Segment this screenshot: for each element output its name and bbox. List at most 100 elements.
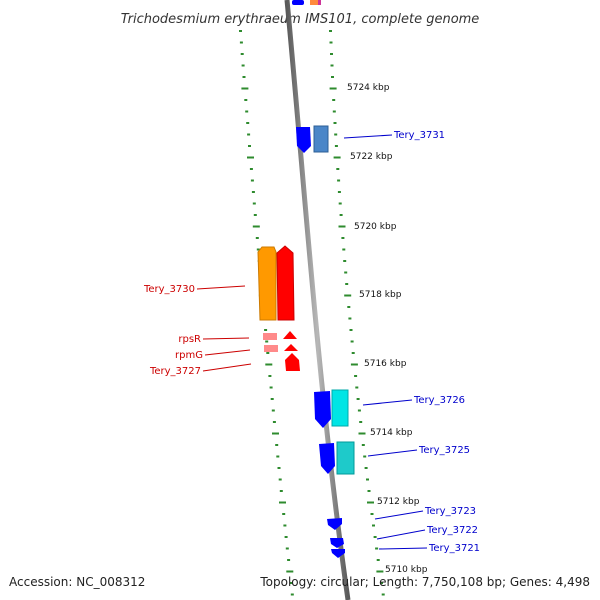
tick-mark — [255, 237, 259, 239]
gene-label-tery-3730[interactable]: Tery_3730 — [143, 284, 195, 295]
tick-mark — [337, 179, 341, 182]
tick-mark — [376, 570, 384, 573]
tick-mark — [253, 214, 257, 216]
scale-labels: 5724 kbp 5722 kbp 5720 kbp 5718 kbp 5716… — [347, 83, 428, 575]
tick-mark — [376, 559, 380, 561]
tick-mark — [338, 225, 346, 228]
reverse-strand-genes — [257, 245, 300, 371]
gene-tery-3730-cog[interactable] — [257, 246, 277, 321]
forward-gene-labels: Tery_3731 Tery_3726 Tery_3725 Tery_3723 … — [343, 130, 480, 554]
partial-gene-magenta — [318, 0, 321, 5]
tick-mark — [343, 260, 347, 262]
gene-tery-3731-cog[interactable] — [313, 125, 329, 153]
gene-label-tery-3726[interactable]: Tery_3726 — [413, 395, 465, 406]
gene-tery-3725[interactable] — [319, 443, 335, 474]
tick-mark — [367, 501, 374, 504]
tick-mark — [285, 547, 289, 550]
leader-line — [374, 510, 424, 520]
tick-mark — [277, 467, 281, 469]
gene-tery-3723[interactable] — [327, 518, 342, 530]
gene-rpsr[interactable] — [283, 331, 297, 339]
tick-mark — [332, 110, 336, 113]
accession-text: Accession: NC_008312 — [9, 575, 145, 589]
tick-mark — [337, 191, 341, 193]
tick-mark — [279, 490, 283, 492]
top-partial-genes — [292, 0, 321, 5]
scale-label: 5716 kbp — [364, 359, 407, 369]
tick-mark — [331, 76, 334, 78]
tick-mark — [357, 409, 361, 412]
tick-mark — [282, 513, 286, 515]
leader-line — [343, 134, 393, 139]
gene-label-tery-3723[interactable]: Tery_3723 — [424, 506, 476, 517]
gene-tery-3725-cog[interactable] — [336, 441, 355, 475]
leader-line — [367, 449, 418, 457]
tick-mark — [334, 133, 338, 136]
tick-mark — [271, 409, 275, 412]
gene-tery-3726[interactable] — [314, 391, 331, 428]
gene-tery-3722[interactable] — [330, 538, 344, 548]
tick-mark — [287, 559, 291, 561]
tick-mark — [366, 478, 369, 481]
tick-mark — [372, 524, 375, 527]
tick-mark — [332, 99, 336, 101]
leader-line — [376, 529, 426, 540]
tick-mark — [345, 283, 349, 285]
gene-label-rpmg[interactable]: rpmG — [175, 350, 203, 361]
gene-label-tery-3722[interactable]: Tery_3722 — [426, 525, 478, 536]
gene-rpmg[interactable] — [284, 344, 298, 351]
leader-line — [202, 363, 252, 372]
tick-mark — [240, 53, 244, 55]
gene-label-tery-3725[interactable]: Tery_3725 — [418, 445, 470, 456]
tick-mark — [239, 41, 243, 44]
gene-label-tery-3727[interactable]: Tery_3727 — [149, 366, 201, 377]
scale-label: 5722 kbp — [350, 152, 393, 162]
gene-tery-3727[interactable] — [285, 353, 300, 371]
tick-mark — [268, 375, 272, 377]
scale-label: 5720 kbp — [354, 222, 397, 232]
tick-mark — [245, 110, 249, 113]
gene-tery-3730[interactable] — [276, 245, 295, 321]
gene-label-tery-3731[interactable]: Tery_3731 — [393, 130, 445, 141]
tick-mark — [284, 536, 288, 538]
tick-mark — [279, 501, 286, 504]
tick-mark — [363, 455, 367, 458]
gene-rpsr-cog[interactable] — [263, 333, 277, 340]
tick-mark — [290, 593, 294, 596]
gene-tery-3731[interactable] — [296, 127, 311, 153]
gene-label-tery-3721[interactable]: Tery_3721 — [428, 543, 480, 554]
tick-mark — [351, 352, 355, 354]
tick-mark — [338, 202, 342, 205]
gene-label-rpsr[interactable]: rpsR — [178, 334, 201, 345]
tick-mark — [239, 30, 242, 32]
tick-mark — [356, 398, 360, 400]
tick-mark — [250, 179, 254, 182]
gene-rpmg-cog[interactable] — [264, 345, 278, 352]
tick-mark — [381, 593, 385, 596]
tick-mark — [272, 432, 279, 435]
tick-mark — [341, 237, 345, 239]
tick-mark — [329, 41, 333, 44]
tick-mark — [361, 444, 365, 446]
tick-mark — [358, 432, 366, 435]
tick-mark — [380, 582, 383, 584]
tick-mark — [256, 248, 260, 251]
tick-mark — [348, 317, 352, 320]
tick-mark — [265, 363, 273, 366]
partial-gene-orange — [310, 0, 320, 5]
tick-mark — [246, 122, 250, 124]
tick-mark — [269, 386, 273, 389]
partial-gene-blue — [292, 0, 304, 5]
tick-mark — [272, 421, 276, 423]
gene-tery-3726-cog[interactable] — [331, 389, 349, 427]
tick-mark — [349, 329, 353, 331]
tick-mark — [241, 87, 249, 90]
tick-mark — [278, 478, 282, 481]
gene-tery-3721[interactable] — [331, 549, 345, 558]
scale-label: 5714 kbp — [370, 428, 413, 438]
tick-mark — [359, 421, 363, 423]
tick-mark — [330, 64, 334, 67]
leader-line — [196, 285, 246, 290]
tick-mark — [252, 225, 260, 228]
